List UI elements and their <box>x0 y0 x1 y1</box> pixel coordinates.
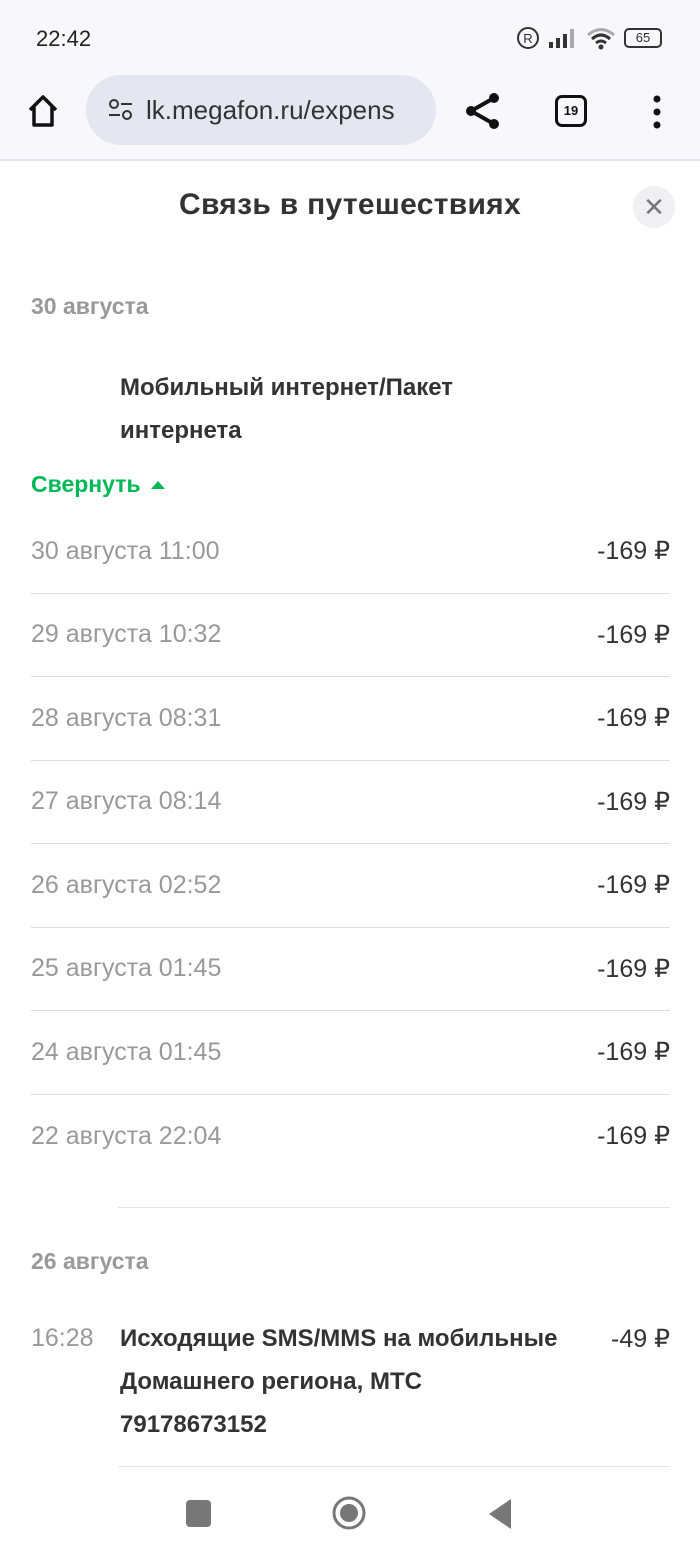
address-bar[interactable]: lk.megafon.ru/expens <box>86 75 436 145</box>
divider <box>118 1207 670 1208</box>
home-circle-icon[interactable] <box>331 1495 367 1531</box>
roaming-icon: R <box>517 27 539 49</box>
system-nav-bar <box>0 1470 700 1556</box>
group-date: 30 августа <box>31 293 149 319</box>
status-icons: R 65 <box>516 26 662 50</box>
item-title: Мобильный интернет/Пакет интернета <box>120 374 453 444</box>
charge-date: 24 августа 01:45 <box>31 1037 222 1066</box>
charge-amount: -169 ₽ <box>597 1038 670 1067</box>
menu-icon[interactable] <box>650 95 664 129</box>
item-time: 16:28 <box>31 1324 94 1352</box>
tabs-button[interactable]: 19 <box>555 95 587 127</box>
charge-row: 26 августа 02:52 -169 ₽ <box>31 844 670 928</box>
item-title: Исходящие SMS/MMS на мобильные Домашнего… <box>120 1325 558 1438</box>
charge-row: 28 августа 08:31 -169 ₽ <box>31 677 670 761</box>
collapse-button[interactable]: Свернуть <box>31 471 165 498</box>
clock: 22:42 <box>36 26 92 51</box>
collapse-label: Свернуть <box>31 471 141 497</box>
charge-row: 30 августа 11:00 -169 ₽ <box>31 510 670 594</box>
wifi-icon <box>587 28 615 50</box>
share-icon[interactable] <box>464 91 502 131</box>
home-icon[interactable] <box>26 93 60 129</box>
svg-text:R: R <box>523 31 532 46</box>
charge-row: 22 августа 22:04 -169 ₽ <box>31 1095 670 1179</box>
charge-date: 25 августа 01:45 <box>31 954 222 983</box>
charge-date: 27 августа 08:14 <box>31 787 222 816</box>
signal-icon <box>549 29 574 48</box>
recents-icon[interactable] <box>186 1500 211 1527</box>
browser-toolbar: lk.megafon.ru/expens 19 <box>0 75 700 161</box>
charge-amount: -169 ₽ <box>597 537 670 566</box>
close-button[interactable]: ✕ <box>633 186 675 228</box>
charge-date: 29 августа 10:32 <box>31 620 222 649</box>
chevron-up-icon <box>150 480 165 489</box>
item-amount: -49 ₽ <box>611 1325 670 1353</box>
charge-row: 27 августа 08:14 -169 ₽ <box>31 761 670 844</box>
charge-date: 28 августа 08:31 <box>31 703 222 732</box>
modal-title: Связь в путешествиях <box>179 188 521 221</box>
charge-date: 26 августа 02:52 <box>31 870 222 899</box>
charge-row: 24 августа 01:45 -169 ₽ <box>31 1011 670 1095</box>
group-date: 26 августа <box>31 1248 149 1274</box>
url-text: lk.megafon.ru/expens <box>146 94 395 125</box>
divider <box>118 1466 670 1467</box>
site-settings-icon[interactable] <box>108 99 134 121</box>
charge-amount: -169 ₽ <box>597 704 670 733</box>
charge-date: 30 августа 11:00 <box>31 536 220 565</box>
charge-amount: -169 ₽ <box>597 787 670 816</box>
charge-amount: -169 ₽ <box>597 1122 670 1151</box>
charge-row: 25 августа 01:45 -169 ₽ <box>31 928 670 1011</box>
charge-date: 22 августа 22:04 <box>31 1121 222 1150</box>
charge-amount: -169 ₽ <box>597 620 670 649</box>
charge-amount: -169 ₽ <box>597 871 670 900</box>
battery-icon: 65 <box>624 28 662 48</box>
charge-row: 29 августа 10:32 -169 ₽ <box>31 594 670 677</box>
status-bar: 22:42 R 65 <box>0 0 700 75</box>
charge-amount: -169 ₽ <box>597 954 670 983</box>
close-icon: ✕ <box>643 191 665 222</box>
back-icon[interactable] <box>487 1498 513 1530</box>
